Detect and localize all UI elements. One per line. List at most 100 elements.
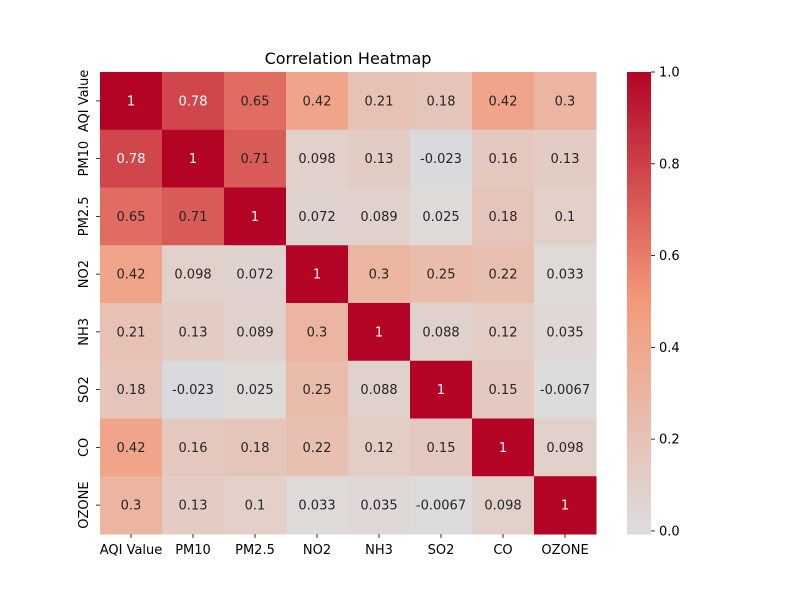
- colorbar-segment: [627, 189, 651, 193]
- colorbar-segment: [627, 175, 651, 179]
- colorbar-segment: [627, 416, 651, 420]
- colorbar-segment: [627, 305, 651, 309]
- cell-value-label: 0.16: [179, 441, 208, 456]
- heatmap-cell: [224, 187, 287, 246]
- colorbar-segment: [627, 372, 651, 376]
- cell-value-label: 0.42: [489, 94, 518, 109]
- cell-value-label: 1: [127, 94, 135, 109]
- colorbar-segment: [627, 356, 651, 360]
- cell-value-label: 0.12: [489, 325, 518, 340]
- heatmap-cell: [162, 245, 225, 304]
- cell-value-label: 0.25: [303, 383, 332, 398]
- cell-value-label: 0.098: [174, 268, 211, 283]
- cell-value-label: 0.42: [117, 441, 146, 456]
- colorbar-segment: [627, 393, 651, 396]
- colorbar-segment: [627, 363, 651, 366]
- colorbar-segment: [627, 129, 651, 133]
- colorbar-segment: [627, 303, 651, 306]
- y-tick-label: SO2: [77, 376, 92, 403]
- colorbar-tick-label: 0.6: [659, 249, 680, 264]
- heatmap-cell: [348, 303, 411, 362]
- colorbar-segment: [627, 159, 651, 163]
- heatmap-cell: [286, 476, 349, 535]
- cell-value-label: 0.098: [546, 441, 583, 456]
- colorbar-segment: [627, 395, 651, 399]
- colorbar-segment: [627, 286, 651, 290]
- colorbar-segment: [627, 480, 651, 484]
- cell-value-label: 0.42: [303, 94, 332, 109]
- colorbar-segment: [627, 402, 651, 406]
- colorbar-segment: [627, 328, 651, 332]
- colorbar-segment: [627, 529, 651, 533]
- cell-value-label: 0.1: [555, 210, 576, 225]
- heatmap-cell: [100, 245, 163, 304]
- colorbar-segment: [627, 76, 651, 80]
- heatmap-cell: [348, 129, 411, 188]
- colorbar-segment: [627, 196, 651, 200]
- colorbar-segment: [627, 409, 651, 413]
- y-tick-label: PM2.5: [77, 197, 92, 237]
- colorbar-segment: [627, 222, 651, 226]
- heatmap-cell: [534, 187, 597, 246]
- colorbar-segment: [627, 291, 651, 295]
- colorbar-segment: [627, 266, 651, 269]
- x-tick-label: PM10: [175, 543, 211, 558]
- heatmap-cell: [224, 303, 287, 362]
- colorbar-segment: [627, 374, 651, 378]
- colorbar-segment: [627, 448, 651, 452]
- colorbar-segment: [627, 321, 651, 325]
- colorbar-segment: [627, 88, 651, 92]
- colorbar-segment: [627, 497, 651, 500]
- cell-value-label: 0.035: [546, 325, 583, 340]
- colorbar-segment: [627, 201, 651, 205]
- heatmap-cell: [472, 245, 535, 304]
- cell-value-label: 0.1: [245, 499, 266, 514]
- cell-value-label: -0.023: [420, 152, 462, 167]
- cell-value-label: 0.025: [236, 383, 273, 398]
- colorbar-segment: [627, 178, 651, 182]
- colorbar-segment: [627, 120, 651, 124]
- heatmap-cell: [162, 360, 225, 419]
- colorbar-segment: [627, 367, 651, 371]
- cell-value-label: 1: [251, 210, 259, 225]
- cell-value-label: 0.13: [179, 325, 208, 340]
- cell-value-label: 1: [375, 325, 383, 340]
- heatmap-cell: [534, 129, 597, 188]
- colorbar-segment: [627, 136, 651, 140]
- colorbar-segment: [627, 205, 651, 209]
- x-tick-label: NH3: [365, 543, 393, 558]
- heatmap-cell: [224, 360, 287, 419]
- colorbar-segment: [627, 199, 651, 202]
- cell-value-label: -0.0067: [540, 383, 590, 398]
- colorbar-segment: [627, 460, 651, 463]
- colorbar-segment: [627, 256, 651, 260]
- colorbar-segment: [627, 339, 651, 343]
- cell-value-label: 0.15: [427, 441, 456, 456]
- colorbar-segment: [627, 279, 651, 283]
- colorbar-segment: [627, 434, 651, 438]
- colorbar-segment: [627, 212, 651, 216]
- cell-value-label: 0.42: [117, 268, 146, 283]
- colorbar-segment: [627, 436, 651, 440]
- colorbar-segment: [627, 473, 651, 477]
- colorbar-segment: [627, 307, 651, 311]
- colorbar-segment: [627, 263, 651, 267]
- colorbar-segment: [627, 469, 651, 473]
- colorbar-segment: [627, 342, 651, 346]
- colorbar-segment: [627, 346, 651, 350]
- x-tick-label: PM2.5: [235, 543, 275, 558]
- colorbar-segment: [627, 319, 651, 323]
- cell-value-label: 0.71: [179, 210, 208, 225]
- colorbar-segment: [627, 282, 651, 286]
- colorbar-segment: [627, 169, 651, 172]
- heatmap-cell: [534, 418, 597, 477]
- heatmap-cell: [534, 476, 597, 535]
- y-tick-label: NO2: [77, 260, 92, 288]
- colorbar-segment: [627, 524, 651, 528]
- colorbar-segment: [627, 219, 651, 223]
- colorbar-segment: [627, 252, 651, 256]
- colorbar-segment: [627, 411, 651, 415]
- colorbar-segment: [627, 171, 651, 175]
- colorbar-segment: [627, 478, 651, 482]
- heatmap-cell: [286, 418, 349, 477]
